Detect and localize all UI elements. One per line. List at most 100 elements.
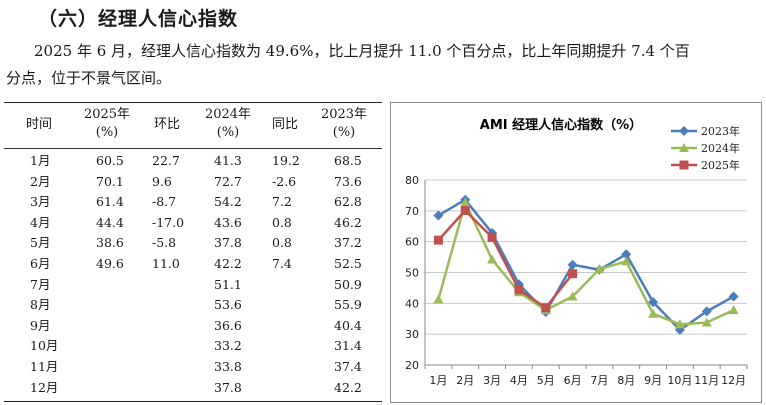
cell-2025: 61.4 <box>96 194 124 210</box>
x-tick-label: 10月 <box>667 374 692 387</box>
cell-2024: 41.3 <box>214 153 242 168</box>
cell-2023: 42.2 <box>334 379 362 395</box>
data-point-2023年 <box>567 259 578 270</box>
header-yoy: 同比 <box>271 117 298 132</box>
cell-2023: 52.5 <box>334 256 362 271</box>
cell-2024: 54.2 <box>214 194 242 210</box>
x-tick-label: 3月 <box>483 374 501 387</box>
x-tick-label: 6月 <box>564 374 582 387</box>
x-tick-label: 7月 <box>590 374 608 387</box>
cell-2023: 31.4 <box>334 338 362 354</box>
cell-month: 3月 <box>30 194 51 210</box>
cell-month: 6月 <box>30 256 51 271</box>
y-tick-label: 30 <box>405 328 419 341</box>
cell-2025: 49.6 <box>96 256 124 271</box>
cell-month: 8月 <box>30 297 51 313</box>
data-point-2025年 <box>460 206 470 216</box>
table-top-rule <box>4 102 382 103</box>
legend-marker-2024年 <box>679 143 689 152</box>
cell-yoy: -2.6 <box>272 173 297 189</box>
cell-2024: 33.2 <box>214 338 242 354</box>
index-table: 时间 2025年 (%) 环比 2024年 (%) 同比 2023年 (%) 1… <box>4 102 382 402</box>
header-2023-unit: (%) <box>332 125 356 140</box>
chart-title: AMI 经理人信心指数（%） <box>480 117 642 133</box>
cell-2024: 42.2 <box>214 256 242 271</box>
data-point-2023年 <box>728 291 739 302</box>
cell-2023: 37.4 <box>334 359 362 374</box>
y-tick-label: 70 <box>405 205 419 218</box>
x-tick-label: 11月 <box>694 374 719 387</box>
y-tick-label: 40 <box>405 297 419 310</box>
table-row: 8月 53.6 55.9 <box>4 295 382 314</box>
table-row: 7月 51.1 50.9 <box>4 275 382 294</box>
header-2025-unit: (%) <box>95 125 119 140</box>
summary-paragraph: 2025 年 6 月，经理人信心指数为 49.6%，比上月提升 11.0 个百分… <box>6 38 762 92</box>
legend-label-2023年: 2023年 <box>701 124 740 138</box>
x-tick-label: 2月 <box>456 374 474 387</box>
table-row: 9月 36.6 40.4 <box>4 316 382 335</box>
cell-mom: -8.7 <box>152 194 177 210</box>
cell-mom: 9.6 <box>152 173 172 189</box>
data-point-2023年 <box>621 249 632 260</box>
cell-month: 9月 <box>30 317 51 333</box>
table-row: 4月 44.4 -17.0 43.6 0.8 46.2 <box>4 213 382 232</box>
table-row: 10月 33.2 31.4 <box>4 336 382 355</box>
header-2023: 2023年 (%) <box>316 106 372 142</box>
cell-2024: 43.6 <box>214 214 242 230</box>
table-row: 11月 33.8 37.4 <box>4 357 382 376</box>
legend-marker-2025年 <box>679 160 689 170</box>
x-tick-label: 5月 <box>537 374 555 387</box>
series-line-2025年 <box>437 209 574 309</box>
data-point-2024年 <box>674 319 685 329</box>
data-point-2025年 <box>541 303 551 313</box>
cell-2025: 38.6 <box>96 235 124 251</box>
header-2025-year: 2025年 <box>83 107 131 122</box>
y-tick-label: 60 <box>405 236 419 249</box>
cell-2025: 44.4 <box>96 214 124 230</box>
data-point-2024年 <box>728 305 739 315</box>
table-row: 6月 49.6 11.0 42.2 7.4 52.5 <box>4 254 382 273</box>
data-point-2024年 <box>567 291 578 301</box>
data-point-2024年 <box>648 308 659 318</box>
cell-yoy: 7.4 <box>272 256 292 271</box>
cell-2025: 60.5 <box>96 153 124 168</box>
data-point-2024年 <box>701 317 712 327</box>
cell-month: 5月 <box>30 235 51 251</box>
data-point-2023年 <box>701 306 712 317</box>
x-tick-label: 9月 <box>644 374 662 387</box>
cell-mom: -5.8 <box>152 235 177 251</box>
x-tick-label: 8月 <box>617 374 635 387</box>
table-bottom-rule <box>4 401 382 402</box>
y-tick-label: 50 <box>405 267 419 280</box>
cell-2023: 37.2 <box>334 235 362 251</box>
x-tick-label: 4月 <box>510 374 528 387</box>
table-row: 1月 60.5 22.7 41.3 19.2 68.5 <box>4 151 382 170</box>
ami-chart-svg: AMI 经理人信心指数（%） 20 30 40 50 60 70 80 1月 2月 3月 4月 5月 6… <box>405 117 748 387</box>
series-line-2023年 <box>437 198 735 332</box>
table-row: 2月 70.1 9.6 72.7 -2.6 73.6 <box>4 172 382 191</box>
table-row: 5月 38.6 -5.8 37.8 0.8 37.2 <box>4 233 382 252</box>
cell-month: 1月 <box>30 153 51 168</box>
data-point-2024年 <box>487 254 498 264</box>
data-point-2023年 <box>648 297 659 308</box>
data-point-2025年 <box>487 232 497 242</box>
cell-2024: 37.8 <box>214 235 242 251</box>
cell-2024: 72.7 <box>214 173 242 189</box>
cell-mom: 22.7 <box>152 153 180 168</box>
legend-label-2024年: 2024年 <box>701 141 740 155</box>
cell-2023: 68.5 <box>334 153 362 168</box>
cell-2024: 53.6 <box>214 297 242 313</box>
data-point-2024年 <box>594 264 605 274</box>
data-point-2025年 <box>514 285 524 295</box>
legend-label-2025年: 2025年 <box>701 158 740 172</box>
cell-yoy: 0.8 <box>272 214 292 230</box>
cell-mom: 11.0 <box>152 256 180 271</box>
data-point-2023年 <box>433 210 444 221</box>
summary-line-1: 2025 年 6 月，经理人信心指数为 49.6%，比上月提升 11.0 个百分… <box>34 42 690 60</box>
data-point-2025年 <box>568 269 578 279</box>
table-row: 3月 61.4 -8.7 54.2 7.2 62.8 <box>4 192 382 211</box>
cell-month: 11月 <box>30 359 59 374</box>
cell-2023: 55.9 <box>334 297 362 313</box>
cell-2023: 46.2 <box>334 214 362 230</box>
cell-month: 10月 <box>30 338 59 354</box>
